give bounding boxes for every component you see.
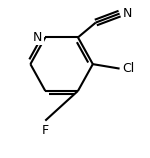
- Text: F: F: [42, 124, 49, 137]
- Text: N: N: [33, 31, 42, 44]
- Text: N: N: [123, 7, 132, 20]
- Text: Cl: Cl: [123, 62, 135, 75]
